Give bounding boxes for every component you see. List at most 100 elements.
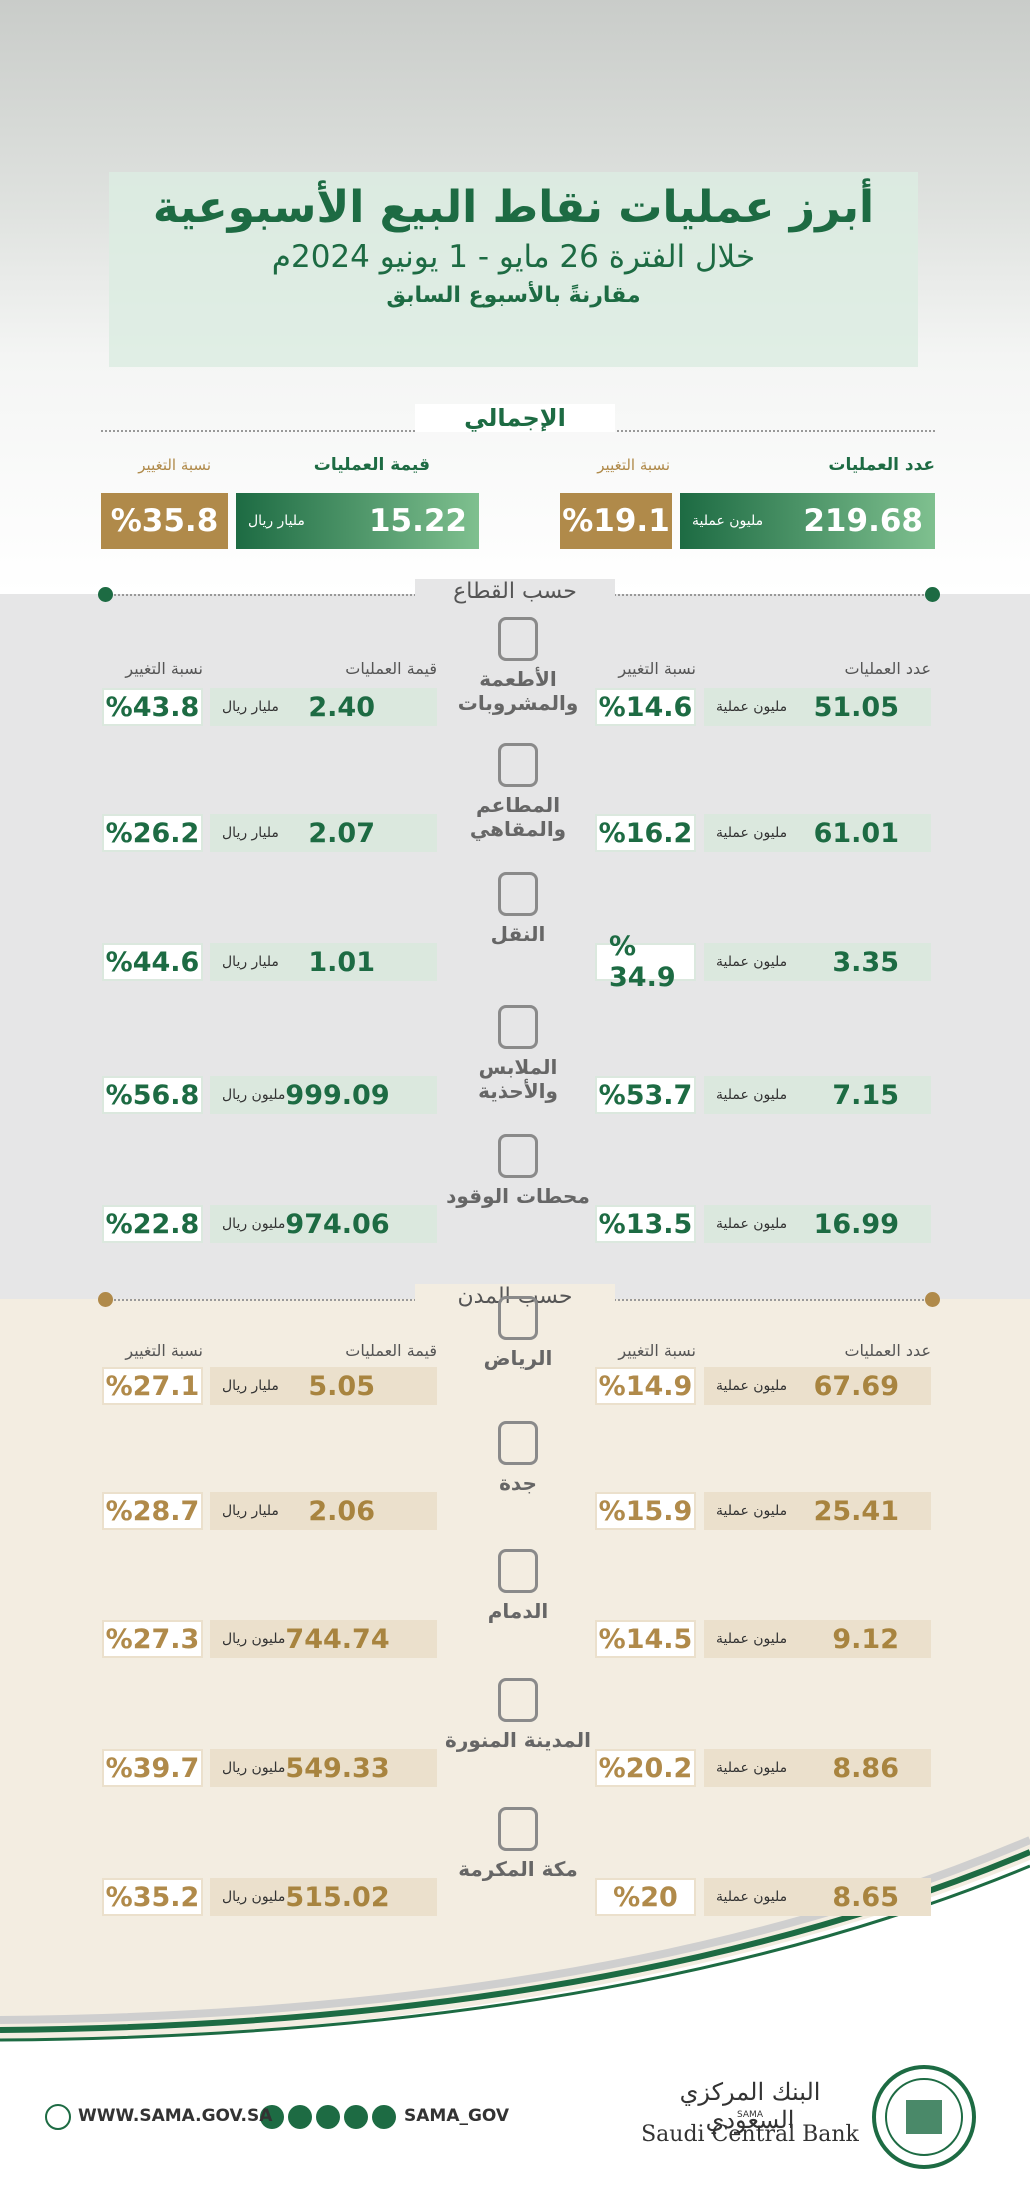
count-change-box: %16.2 [595, 814, 696, 852]
count-box: مليون عملية 61.01 [704, 814, 931, 852]
value-unit: مليون ريال [222, 1889, 286, 1905]
total-value-change: %35.8 [110, 503, 219, 539]
value: 5.05 [308, 1370, 375, 1402]
row-name: الأطعمة والمشروبات [457, 667, 579, 715]
column-header: عدد العمليات [844, 1341, 931, 1360]
column-header: عدد العمليات [844, 659, 931, 678]
count-change: %20.2 [598, 1752, 693, 1784]
footer-wave [0, 1860, 1030, 2193]
icon [372, 2105, 396, 2129]
value-box: مليار ريال 2.06 [210, 1492, 437, 1530]
value-box: مليار ريال 5.05 [210, 1367, 437, 1405]
value-change: %27.3 [105, 1623, 200, 1655]
count-change: %13.5 [598, 1208, 693, 1240]
value-unit: مليون ريال [222, 1631, 286, 1647]
row-icon [498, 872, 538, 916]
count-change: %14.9 [598, 1370, 693, 1402]
value-change-box: %22.8 [102, 1205, 203, 1243]
value-change-box: %43.8 [102, 688, 203, 726]
total-count: 219.68 [803, 503, 923, 539]
handle[interactable]: SAMA_GOV [404, 2106, 510, 2126]
total-count-change-box: %19.1 [560, 493, 672, 549]
total-value-box: مليار ريال 15.22 [236, 493, 479, 549]
count-box: مليون عملية 8.65 [704, 1878, 931, 1916]
rule-dot [98, 1292, 113, 1307]
count-box: مليون عملية 51.05 [704, 688, 931, 726]
total-count-unit: مليون عملية [692, 513, 764, 529]
value-change-box: %39.7 [102, 1749, 203, 1787]
count-change: %53.7 [598, 1079, 693, 1111]
value-change: %28.7 [105, 1495, 200, 1527]
value-change: %56.8 [105, 1079, 200, 1111]
count-change-box: %13.5 [595, 1205, 696, 1243]
value-box: مليون ريال 515.02 [210, 1878, 437, 1916]
count-label: عدد العمليات [828, 455, 935, 475]
row-icon [498, 1549, 538, 1593]
social-icons [260, 2105, 396, 2129]
value-box: مليون ريال 549.33 [210, 1749, 437, 1787]
count-unit: مليون عملية [716, 1378, 788, 1394]
website[interactable]: WWW.SAMA.GOV.SA [78, 2106, 273, 2126]
value-box: مليار ريال 1.01 [210, 943, 437, 981]
logo-ring [885, 2078, 963, 2156]
section-title: حسب القطاع [415, 579, 615, 604]
value: 974.06 [285, 1208, 390, 1240]
total-value-unit: مليار ريال [248, 513, 305, 529]
row-name: النقل [490, 922, 546, 946]
logo-mark [906, 2100, 942, 2134]
count-box: مليون عملية 9.12 [704, 1620, 931, 1658]
value: 1.01 [308, 946, 375, 978]
row-icon [498, 617, 538, 661]
value-box: مليون ريال 744.74 [210, 1620, 437, 1658]
value-label: قيمة العمليات [313, 455, 430, 475]
value-unit: مليار ريال [222, 1378, 279, 1394]
title: أبرز عمليات نقاط البيع الأسبوعية [152, 182, 875, 233]
value-box: مليار ريال 2.40 [210, 688, 437, 726]
column-header: قيمة العمليات [345, 1341, 437, 1360]
value-change-label: نسبة التغيير [138, 456, 211, 474]
value-change-box: %44.6 [102, 943, 203, 981]
rule-dot [98, 587, 113, 602]
icon [344, 2105, 368, 2129]
count-unit: مليون عملية [716, 954, 788, 970]
count-change-box: %20.2 [595, 1749, 696, 1787]
value-change-box: %26.2 [102, 814, 203, 852]
row-icon [498, 743, 538, 787]
value-change-box: %27.1 [102, 1367, 203, 1405]
value-change-box: %28.7 [102, 1492, 203, 1530]
value-change: %27.1 [105, 1370, 200, 1402]
count: 7.15 [832, 1079, 899, 1111]
row-icon [498, 1134, 538, 1178]
value-box: مليون ريال 999.09 [210, 1076, 437, 1114]
value: 549.33 [285, 1752, 390, 1784]
value: 515.02 [285, 1881, 390, 1913]
count-change: %14.6 [598, 691, 693, 723]
column-header: نسبة التغيير [618, 659, 696, 678]
column-header: نسبة التغيير [125, 659, 203, 678]
subtitle: خلال الفترة 26 مايو - 1 يونيو 2024م [271, 239, 756, 275]
bank-name-ar: البنك المركزي السعودي [679, 2078, 821, 2134]
value-change: %35.2 [105, 1881, 200, 1913]
count-unit: مليون عملية [716, 1087, 788, 1103]
count-change: %14.5 [598, 1623, 693, 1655]
count-change: %15.9 [598, 1495, 693, 1527]
value-box: مليار ريال 2.07 [210, 814, 437, 852]
count: 8.65 [832, 1881, 899, 1913]
logo-ring [872, 2065, 976, 2169]
row-name: الدمام [487, 1599, 549, 1623]
count-unit: مليون عملية [716, 1631, 788, 1647]
value: 2.06 [308, 1495, 375, 1527]
count-box: مليون عملية 8.86 [704, 1749, 931, 1787]
count-box: مليون عملية 67.69 [704, 1367, 931, 1405]
count: 61.01 [813, 817, 899, 849]
row-name: المدينة المنورة [445, 1728, 591, 1752]
bank-name-en: Saudi Central Bank [641, 2122, 859, 2147]
title-box: أبرز عمليات نقاط البيع الأسبوعية خلال ال… [109, 172, 918, 367]
count-box: مليون عملية 3.35 [704, 943, 931, 981]
row-name: الرياض [483, 1346, 553, 1370]
note: مقارنةً بالأسبوع السابق [386, 283, 641, 308]
value-change: %26.2 [105, 817, 200, 849]
row-icon [498, 1421, 538, 1465]
